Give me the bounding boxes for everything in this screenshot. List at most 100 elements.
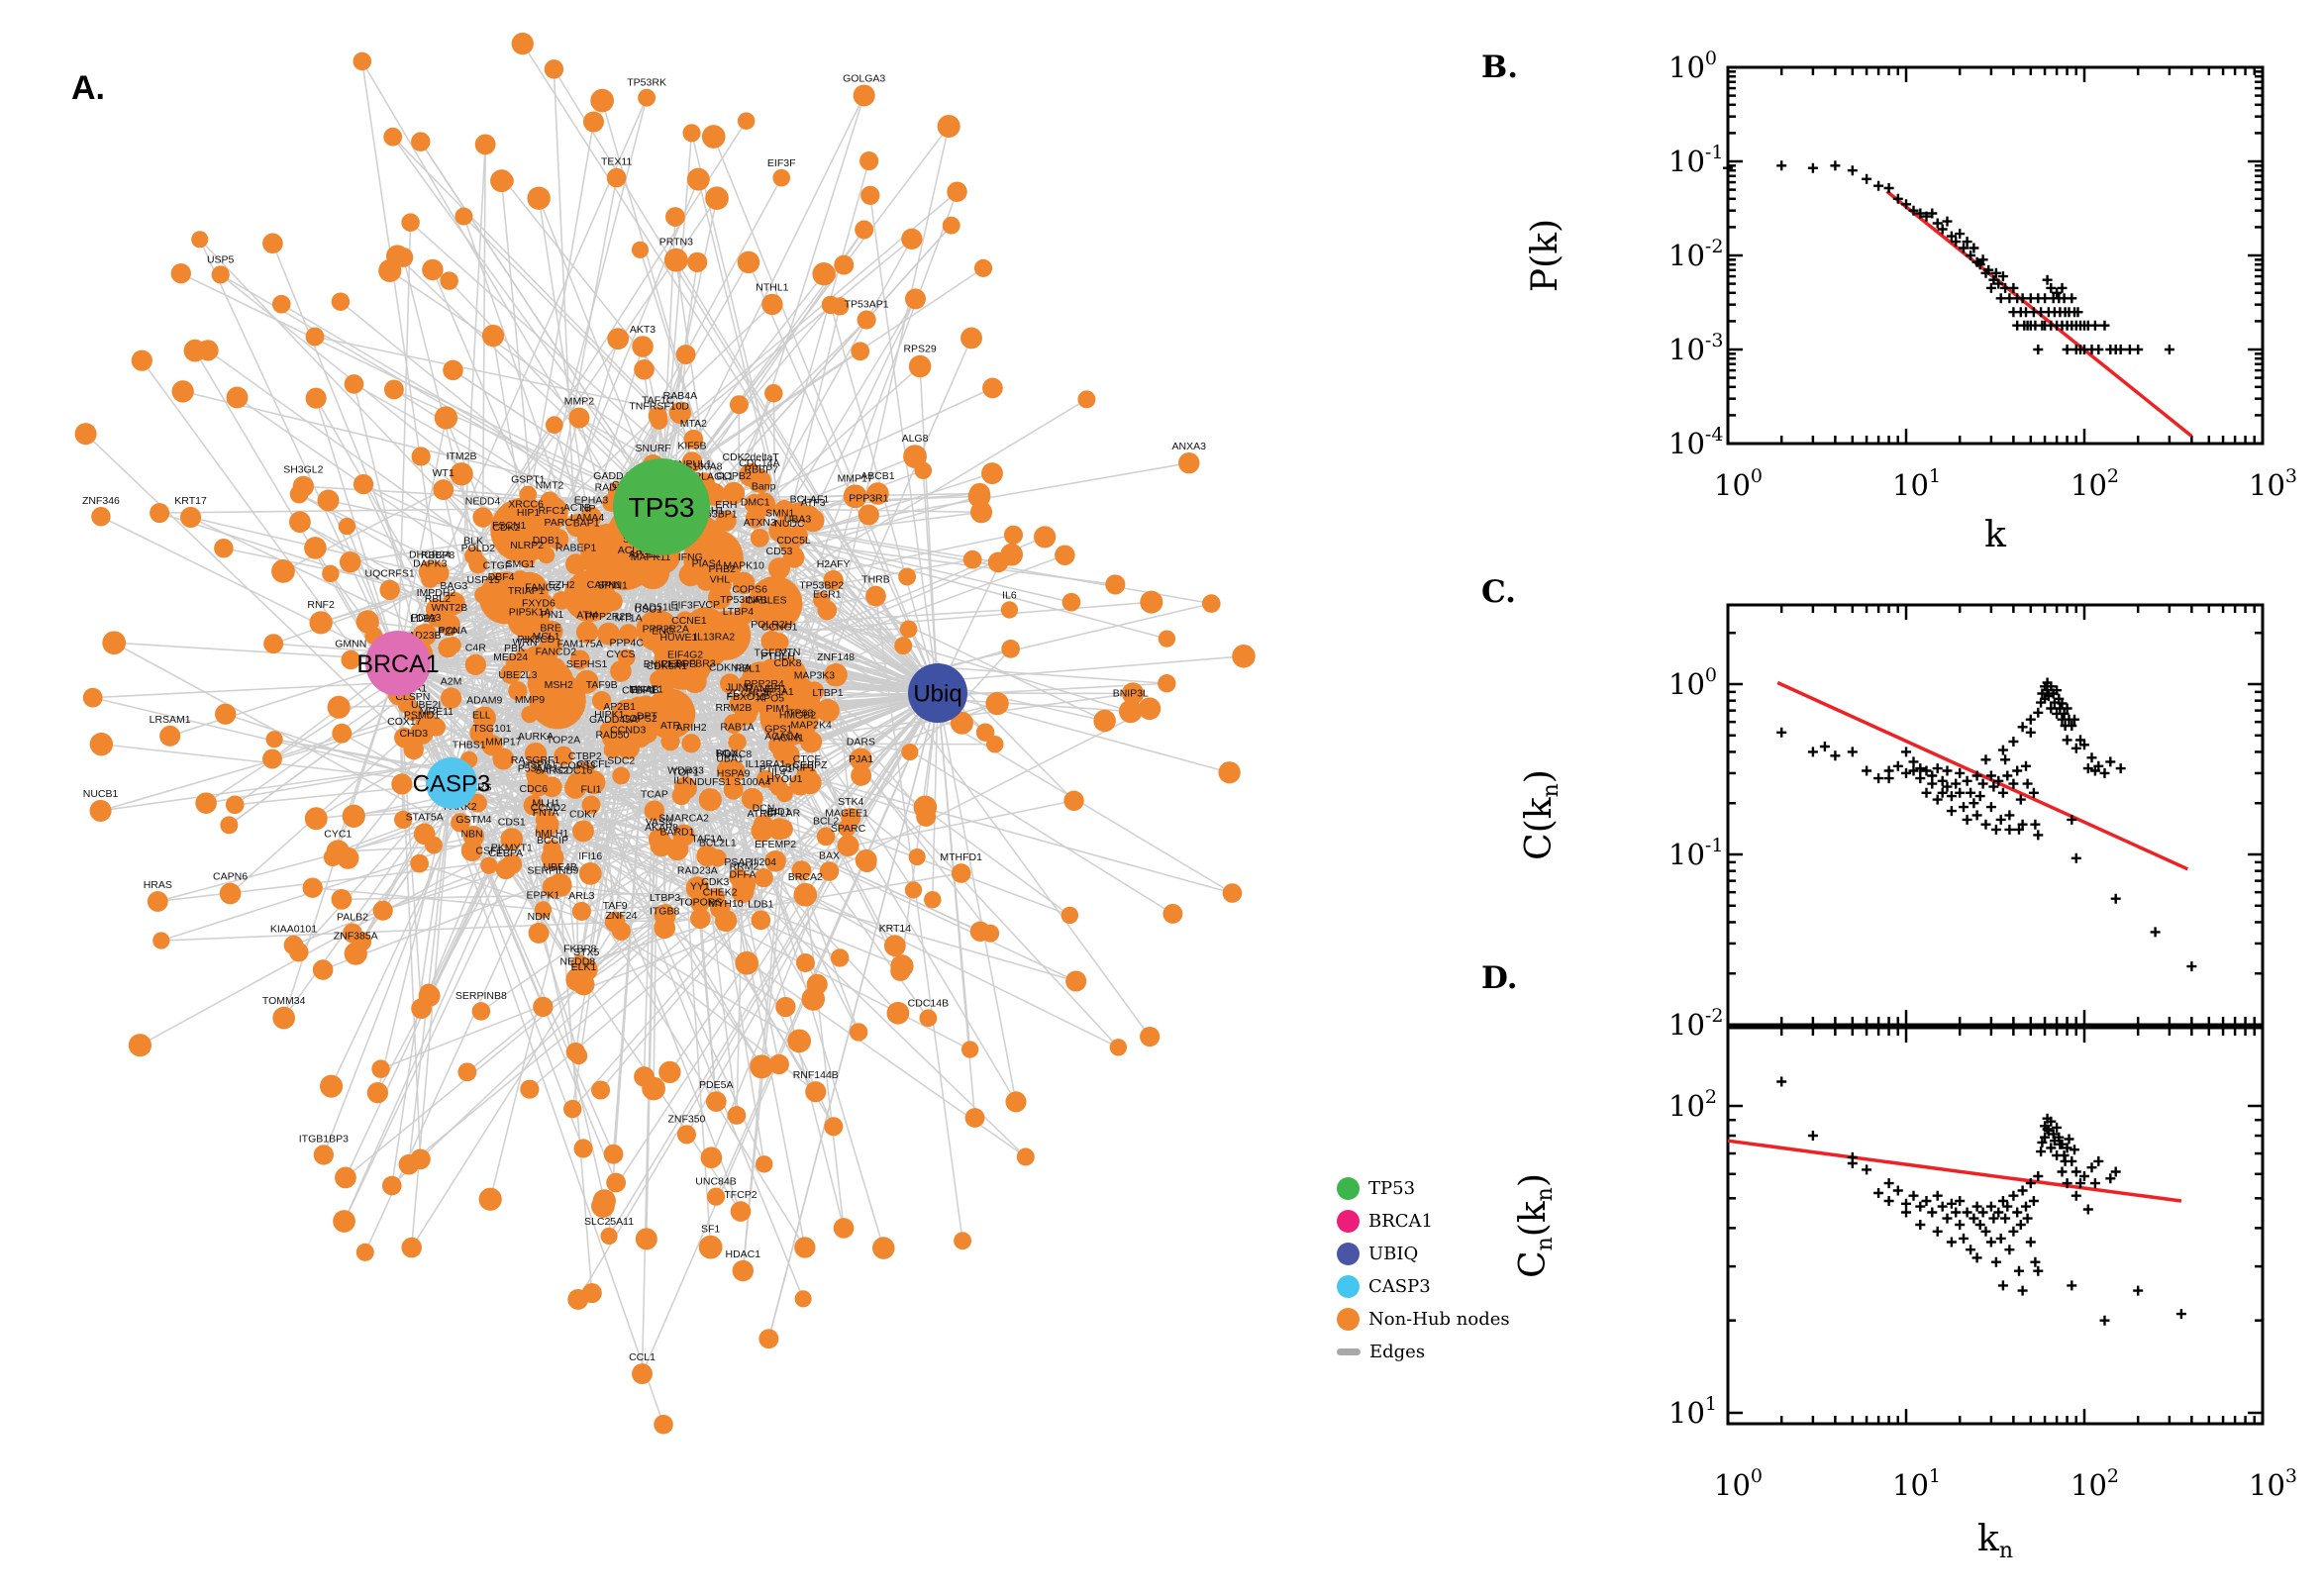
network-node xyxy=(679,627,699,647)
network-node-label: CDC5L xyxy=(776,535,811,547)
network-node xyxy=(652,637,674,659)
network-node xyxy=(401,213,420,232)
network-node-label: ERH xyxy=(715,499,737,511)
hub-label-brca1: BRCA1 xyxy=(356,650,439,678)
network-edge xyxy=(397,417,448,664)
network-node xyxy=(262,233,283,254)
network-node xyxy=(457,1062,477,1082)
network-node-label: PTHLH xyxy=(760,650,794,662)
network-node-label: ACTB xyxy=(563,502,591,514)
network-edge xyxy=(315,397,540,786)
network-node-label: CHEK2 xyxy=(703,886,738,898)
network-edge xyxy=(113,642,561,886)
network-node xyxy=(478,1187,502,1211)
network-node xyxy=(824,662,848,687)
network-edge xyxy=(180,272,662,508)
network-node xyxy=(787,1029,812,1053)
network-node xyxy=(191,231,209,249)
network-node-label: GPS1 xyxy=(764,723,792,735)
network-edge xyxy=(354,804,534,818)
network-node xyxy=(769,633,789,651)
network-node-label: CDK5R1 xyxy=(647,660,688,672)
network-node-label: PPP2R4 xyxy=(744,678,783,690)
network-node xyxy=(962,549,982,569)
network-node xyxy=(726,617,750,641)
network-node xyxy=(914,461,933,480)
network-node-label: HDAC8 xyxy=(717,748,753,760)
network-node xyxy=(606,167,627,188)
network-node-label: ZNF24 xyxy=(605,910,637,922)
network-node-label: ATRIP xyxy=(747,808,776,820)
network-node-label: UBE2I xyxy=(411,699,441,711)
network-node xyxy=(378,258,402,283)
network-node-label: LDB2 xyxy=(410,613,436,625)
network-node-label: SLC25A11 xyxy=(584,1216,634,1228)
network-node xyxy=(841,807,861,828)
network-node-label: S100A8 xyxy=(685,460,723,472)
network-node xyxy=(1138,697,1162,721)
network-node xyxy=(964,1108,985,1128)
network-node xyxy=(960,1041,979,1058)
network-node-label: TP53INP1 xyxy=(720,594,768,606)
network-node xyxy=(263,634,284,654)
network-node xyxy=(540,491,559,511)
network-node xyxy=(577,523,597,544)
network-node-label: CAPN1 xyxy=(587,579,622,591)
network-node-label: BCLAF1 xyxy=(790,494,830,506)
network-node-label: CYC1 xyxy=(324,828,352,840)
network-node xyxy=(565,553,587,575)
network-node xyxy=(526,765,545,785)
network-node-label: FANCD2 xyxy=(536,647,577,658)
network-node xyxy=(730,1201,752,1222)
network-node xyxy=(985,691,1009,716)
node-swatch-icon xyxy=(1337,1243,1360,1265)
network-node-label: EPPK1 xyxy=(527,889,560,901)
network-node xyxy=(597,622,620,646)
network-node xyxy=(573,1139,593,1158)
network-edge xyxy=(235,782,453,806)
network-node xyxy=(171,380,194,403)
y-axis-label: P(k) xyxy=(1525,219,1566,292)
network-node-label: PIAS4 xyxy=(692,557,722,569)
plot-frame xyxy=(1726,65,2265,446)
network-node-label: GSTM4 xyxy=(455,814,491,826)
y-tick-label: 100 xyxy=(1668,664,1717,701)
network-node xyxy=(582,111,605,133)
network-node xyxy=(383,379,404,400)
network-edge xyxy=(391,927,665,1187)
network-edge xyxy=(658,702,998,841)
network-node xyxy=(1109,1039,1128,1056)
network-edge xyxy=(726,692,939,771)
network-node xyxy=(627,696,650,719)
network-node xyxy=(760,658,780,678)
network-node-label: ITGB8 xyxy=(650,905,680,917)
network-node xyxy=(501,853,523,875)
network-edge xyxy=(220,273,939,694)
network-node-label: Ifi204 xyxy=(751,856,776,868)
network-node-label: IL6 xyxy=(1002,589,1017,601)
network-node xyxy=(410,1148,431,1170)
network-node xyxy=(761,293,783,316)
network-node xyxy=(757,606,775,625)
network-node-label: ARIH2 xyxy=(676,722,707,734)
network-node xyxy=(849,1023,868,1042)
network-node-label: IFNG xyxy=(678,551,703,563)
network-node xyxy=(472,706,497,730)
network-node xyxy=(183,339,207,362)
network-node-label: RAB1A xyxy=(720,721,754,733)
network-node-label: BLK xyxy=(463,535,483,547)
network-edge xyxy=(529,629,804,1300)
network-node-label: CDK2 xyxy=(492,522,520,534)
network-node xyxy=(858,504,879,526)
network-node-label: PSAP xyxy=(724,856,752,868)
network-node-label: PKMYT1 xyxy=(491,843,533,854)
network-node xyxy=(706,1187,726,1206)
network-node xyxy=(427,718,447,737)
network-core-blob xyxy=(645,688,696,740)
network-node xyxy=(372,900,393,921)
network-node xyxy=(735,950,759,975)
network-node xyxy=(764,383,783,403)
network-node-label: SNURF xyxy=(636,443,671,454)
network-node-label: RFC1 xyxy=(538,505,565,517)
